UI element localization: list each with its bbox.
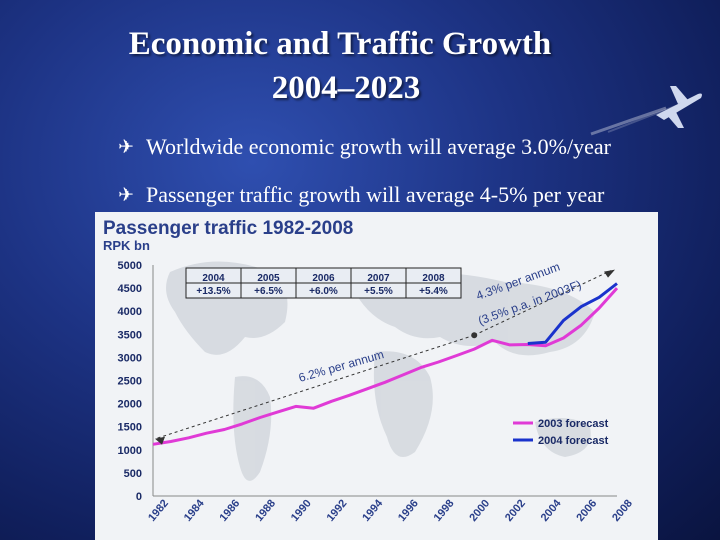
y-tick-label: 1000 [118,445,142,457]
y-tick-label: 2000 [118,399,142,411]
y-axis-label: RPK bn [103,238,150,253]
y-tick-label: 2500 [118,376,142,388]
annotation-6-2-percent: 6.2% per annum [297,347,386,385]
y-tick-label: 1500 [118,422,142,434]
x-tick-label: 1998 [432,497,457,523]
inset-growth-cell: +5.5% [364,286,393,297]
x-tick-label: 2000 [467,497,492,523]
y-tick-label: 5000 [118,260,142,272]
series-line-2004-forecast [527,282,618,345]
passenger-traffic-chart: Passenger traffic 1982-2008 RPK bn 0 500 1… [95,212,658,540]
trend-origin-dot [471,332,478,339]
bullet-economic-growth: ✈ Worldwide economic growth will average… [118,134,611,160]
title-line-1: Economic and Traffic Growth [128,26,552,62]
x-tick-label: 1988 [253,497,278,523]
inset-year-cell: 2005 [257,273,280,284]
x-tick-label: 1994 [360,497,385,524]
x-tick-label: 1996 [396,497,421,523]
inset-year-cell: 2008 [422,273,445,284]
x-tick-label: 2006 [574,497,599,523]
y-tick-label: 500 [124,468,142,480]
x-tick-label: 2004 [539,497,564,524]
series-line-2003-forecast [152,287,619,446]
chart-legend: 2003 forecast 2004 forecast [513,418,609,447]
chart-svg: Passenger traffic 1982-2008 RPK bn 0 500 1… [103,218,635,524]
y-tick-label: 0 [136,491,142,503]
inset-year-cell: 2004 [202,273,225,284]
y-tick-label: 3500 [118,329,142,341]
chart-title: Passenger traffic 1982-2008 [103,218,353,239]
bullet-passenger-growth: ✈ Passenger traffic growth will average … [118,182,604,208]
legend-label-2004: 2004 forecast [538,435,609,447]
x-tick-label: 2008 [610,497,635,523]
x-tick-label: 1986 [217,497,242,523]
x-tick-label: 2002 [503,497,528,523]
x-tick-label: 1984 [182,497,207,524]
inset-growth-cell: +13.5% [196,286,230,297]
inset-growth-cell: +6.0% [309,286,338,297]
x-tick-label: 1982 [146,497,171,523]
trend-arrowhead-left [155,436,165,445]
bullet-text: Worldwide economic growth will average 3… [146,134,611,159]
growth-inset-table: 2004 +13.5% 2005 +6.5% 2006 +6.0% 2007 +5.5% 200… [185,267,462,299]
y-tick-label: 4000 [118,306,142,318]
bullet-text: Passenger traffic growth will average 4-… [146,182,605,207]
trend-arrow-4-3 [474,270,612,336]
legend-label-2003: 2003 forecast [538,418,609,430]
airplane-bullet-icon: ✈ [118,184,134,206]
trend-arrowhead-right [604,269,615,278]
trend-arrow-6-2 [156,334,475,439]
airplane-graphic-icon [590,86,702,136]
inset-year-cell: 2007 [367,273,390,284]
x-tick-label: 1990 [289,497,314,523]
inset-year-cell: 2006 [312,273,335,284]
slide-title: Economic and Traffic Growth 2004–2023 [0,22,680,110]
x-tick-label: 1992 [325,497,350,523]
y-tick-label: 4500 [118,283,142,295]
inset-growth-cell: +6.5% [254,286,283,297]
title-line-2: 2004–2023 [271,70,421,106]
airplane-bullet-icon: ✈ [118,136,134,158]
inset-growth-cell: +5.4% [419,286,448,297]
y-tick-label: 3000 [118,352,142,364]
